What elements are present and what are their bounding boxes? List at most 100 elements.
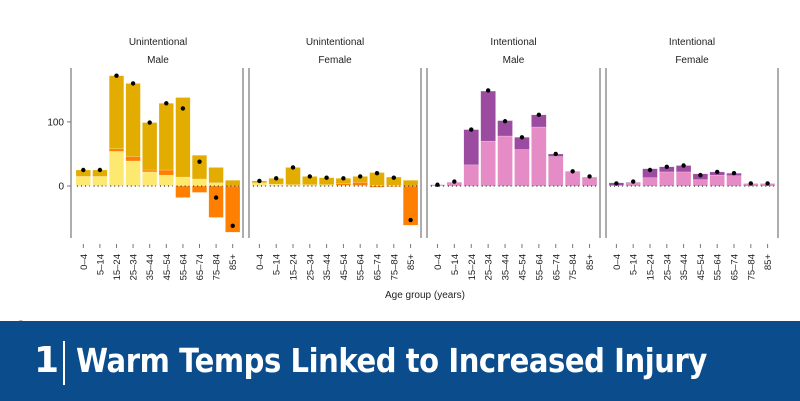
- x-tick-label: 85+: [406, 254, 417, 271]
- bar-segment: [285, 167, 301, 185]
- total-point: [197, 159, 202, 164]
- bar-segment: [142, 169, 158, 173]
- panel-intentional-male: Intentional Male 0–4 5–14 15–24 25–34 35–44 45–…: [429, 37, 598, 280]
- x-tick-label: 25–34: [484, 254, 495, 280]
- x-tick-label: 65–74: [195, 254, 206, 280]
- x-tick-label: 25–34: [129, 254, 140, 280]
- total-point: [698, 172, 703, 178]
- total-point: [553, 151, 558, 157]
- bar-segment: [208, 182, 224, 187]
- total-point: [164, 101, 169, 106]
- bar-segment: [191, 185, 207, 193]
- x-tick-label: 85+: [763, 254, 774, 271]
- total-point: [180, 106, 186, 111]
- x-tick-label: 85+: [228, 254, 239, 271]
- total-point: [307, 174, 312, 179]
- x-tick-label: 5–14: [272, 254, 283, 275]
- panel-title: Unintentional: [306, 37, 364, 48]
- x-tick-label: 15–24: [467, 254, 478, 280]
- bar-segment: [158, 174, 174, 187]
- total-point: [114, 73, 119, 78]
- x-tick-label: 65–74: [373, 254, 384, 280]
- bar-segment: [480, 140, 496, 187]
- bar-segment: [142, 171, 158, 187]
- total-point: [257, 178, 262, 184]
- bar-segment: [108, 148, 124, 152]
- bar-segment: [692, 179, 709, 187]
- bar-segment: [175, 176, 191, 187]
- total-point: [519, 135, 525, 140]
- panel-subtitle: Female: [318, 55, 352, 66]
- total-point: [570, 169, 575, 174]
- x-tick-label: 35–44: [501, 254, 512, 280]
- bar-segment: [480, 90, 496, 142]
- x-tick-label: 0–4: [79, 254, 90, 270]
- bar-segment: [726, 175, 742, 187]
- bar-segment: [514, 149, 530, 187]
- bar-segment: [369, 185, 385, 188]
- bar-segment: [208, 185, 224, 218]
- total-point: [469, 127, 474, 132]
- x-tick-label: 45–54: [339, 254, 350, 280]
- x-tick-label: 35–44: [679, 254, 690, 280]
- bar-segment: [565, 171, 581, 187]
- total-point: [274, 176, 279, 181]
- bar-segment: [403, 180, 419, 187]
- total-point: [290, 165, 296, 170]
- bar-segment: [225, 180, 241, 187]
- total-point: [765, 181, 770, 186]
- x-tick-label: 55–64: [534, 254, 545, 280]
- bar-segment: [125, 160, 141, 187]
- total-point: [485, 88, 491, 93]
- x-axis-title: Age group (years): [385, 290, 465, 301]
- panel-subtitle: Male: [503, 55, 525, 66]
- total-point: [587, 174, 592, 179]
- total-point: [213, 195, 219, 200]
- total-point: [731, 171, 737, 176]
- bar-segment: [125, 83, 141, 157]
- x-tick-label: 45–54: [162, 254, 173, 280]
- total-point: [81, 167, 86, 173]
- total-point: [536, 112, 542, 118]
- total-point: [664, 164, 669, 169]
- x-tick-label: 15–24: [112, 254, 123, 280]
- bar-segment: [386, 185, 402, 187]
- banner-divider: [63, 341, 65, 385]
- x-tick-label: 5–14: [95, 254, 106, 275]
- faceted-bar-chart: 0 100 Unintentional Male 0–4 5–14 15–24 25–34 3…: [15, 37, 779, 321]
- total-point: [715, 169, 720, 175]
- x-tick-label: 25–34: [305, 254, 316, 280]
- x-tick-label: 65–74: [730, 254, 741, 280]
- x-tick-label: 5–14: [629, 254, 640, 275]
- bar-segment: [463, 129, 479, 166]
- x-tick-label: 45–54: [517, 254, 528, 280]
- total-point: [631, 179, 636, 184]
- panel-intentional-female: Intentional Female 0–4 5–14 15–24 25–34 35–44 4…: [608, 37, 776, 280]
- bar-segment: [709, 174, 725, 187]
- bar-segment: [251, 182, 268, 187]
- bar-segment: [125, 156, 141, 162]
- x-tick-label: 75–84: [568, 254, 579, 280]
- total-point: [681, 163, 686, 168]
- bar-segment: [463, 164, 479, 187]
- bar-segment: [75, 176, 91, 187]
- bar-segment: [676, 171, 692, 187]
- total-point: [748, 181, 753, 186]
- total-point: [147, 120, 152, 125]
- x-tick-label: 35–44: [145, 254, 156, 280]
- x-tick-label: 0–4: [433, 254, 444, 270]
- x-tick-label: 75–84: [212, 254, 223, 280]
- total-point: [374, 171, 380, 176]
- x-tick-label: 5–14: [450, 254, 461, 275]
- bar-segment: [191, 178, 207, 187]
- x-tick-label: 25–34: [662, 254, 673, 280]
- x-tick-label: 55–64: [178, 254, 189, 280]
- panel-title: Unintentional: [129, 37, 187, 48]
- total-point: [647, 167, 653, 173]
- x-tick-label: 75–84: [389, 254, 400, 280]
- bar-segment: [497, 135, 513, 187]
- x-tick-label: 0–4: [612, 254, 623, 270]
- panel-unintentional-male: Unintentional Male 0–4 5–14 15–24 25–34 35–44 4…: [75, 37, 241, 280]
- bar-segment: [108, 151, 124, 187]
- x-tick-label: 55–64: [356, 254, 367, 280]
